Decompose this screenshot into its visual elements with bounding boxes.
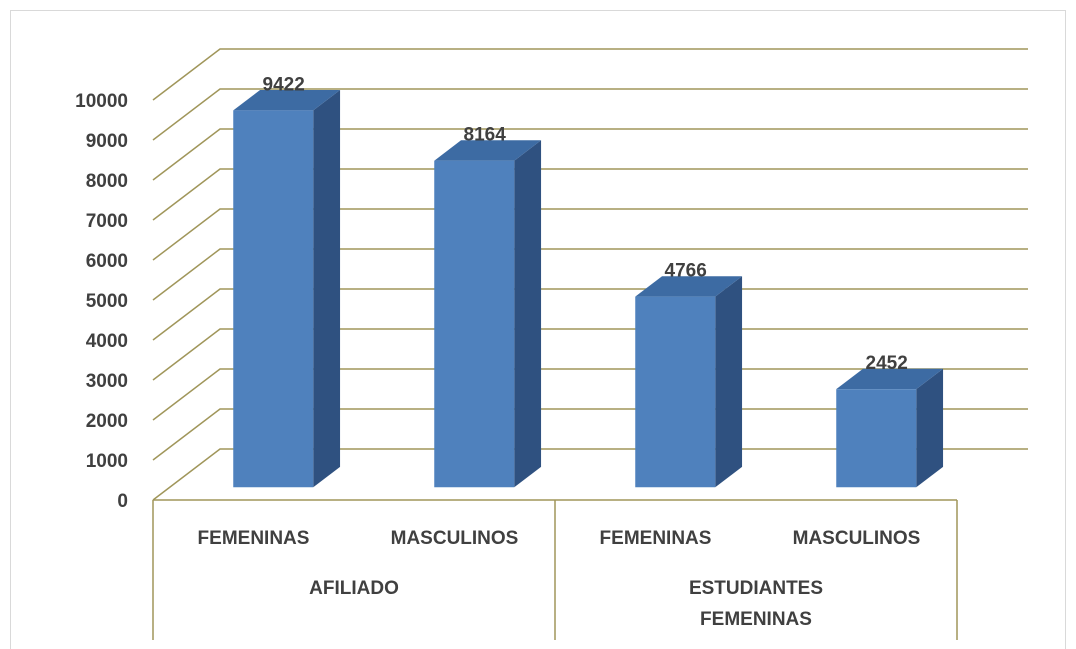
grid-line	[152, 328, 1028, 381]
y-tick-label: 0	[117, 491, 128, 512]
chart-frame	[10, 10, 1066, 649]
group-label-box: ESTUDIANTES FEMENINAS	[688, 578, 824, 630]
grid-line	[152, 168, 1028, 221]
y-tick-label: 2000	[86, 411, 128, 432]
grid-line	[152, 408, 1028, 461]
bar	[233, 110, 314, 488]
grid-line	[152, 208, 1028, 261]
y-tick-label: 7000	[86, 211, 128, 232]
y-tick-label: 6000	[86, 251, 128, 272]
bar-top	[434, 140, 542, 161]
grid-line	[152, 288, 1028, 341]
bar-side	[313, 89, 341, 488]
grid-line	[152, 368, 1028, 421]
bar-top	[635, 276, 743, 297]
y-tick-label: 3000	[86, 371, 128, 392]
x-tick-label: MASCULINOS	[793, 528, 921, 549]
bar-side	[715, 276, 743, 488]
group-label: AFILIADO	[309, 578, 399, 599]
y-tick-label: 9000	[86, 131, 128, 152]
group-label-box: AFILIADO	[309, 578, 399, 599]
y-tick-label: 8000	[86, 171, 128, 192]
y-tick-label: 5000	[86, 291, 128, 312]
y-tick-label: 10000	[75, 91, 128, 112]
bar-top	[233, 89, 341, 111]
bar	[434, 160, 515, 488]
bar	[635, 296, 716, 488]
grid-line	[152, 248, 1028, 301]
y-tick-label: 1000	[86, 451, 128, 472]
grid-line	[152, 448, 1028, 501]
value-label: 9422	[263, 74, 305, 95]
value-label: 2452	[866, 353, 908, 374]
value-label: 8164	[464, 125, 507, 146]
bar-side	[514, 140, 542, 488]
bar-side	[916, 368, 944, 488]
y-tick-label: 4000	[86, 331, 128, 352]
value-label: 4766	[665, 261, 707, 282]
grid-line	[152, 88, 1028, 141]
x-tick-label: FEMENINAS	[198, 528, 310, 549]
grid-line	[152, 48, 1028, 101]
bar	[836, 389, 917, 488]
x-tick-label: MASCULINOS	[391, 528, 519, 549]
bar-top	[836, 368, 944, 390]
grid-line	[152, 128, 1028, 181]
group-label: ESTUDIANTES FEMENINAS	[688, 578, 824, 630]
x-tick-label: FEMENINAS	[600, 528, 712, 549]
